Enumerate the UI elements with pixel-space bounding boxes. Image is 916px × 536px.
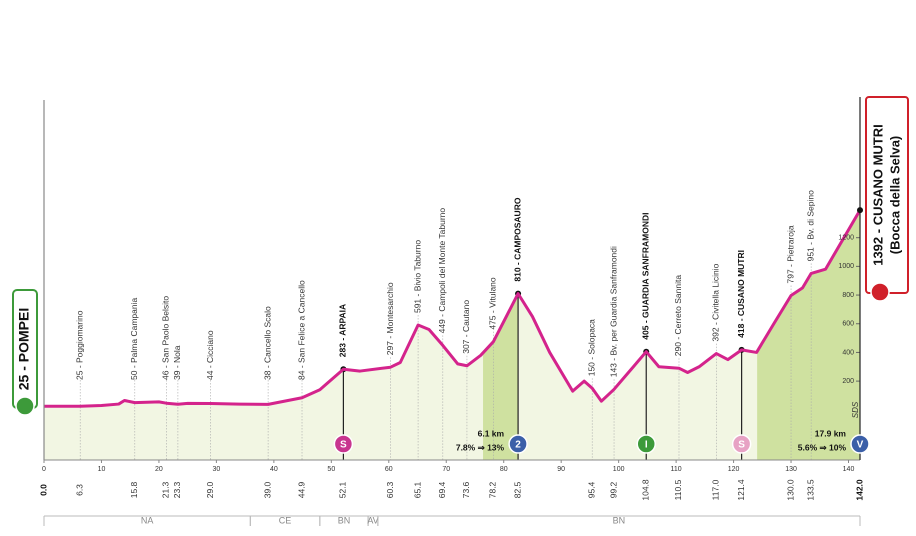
x-tick-label: 100	[613, 466, 625, 473]
profile-area	[44, 210, 860, 460]
km-label: 23.3	[172, 481, 182, 498]
km-label: 15.8	[129, 481, 139, 498]
icon	[508, 434, 528, 454]
start-name: 25 - POMPEI	[16, 308, 32, 390]
waypoint-label: 39 - Nola	[172, 345, 182, 380]
waypoint-label: 449 - Campoli del Monte Taburno	[437, 208, 447, 334]
waypoint-label: 38 - Cancello Scalo	[262, 306, 272, 380]
km-label: 69.4	[437, 481, 447, 498]
waypoint-label: 150 - Solopaca	[586, 319, 596, 376]
icon-symbol: 2	[515, 440, 521, 451]
waypoint-label: 475 - Vitulano	[488, 277, 498, 330]
waypoint-label: 25 - Poggiomarino	[74, 310, 84, 380]
waypoint-label: 307 - Cautano	[461, 300, 471, 354]
y-tick-label: 200	[842, 378, 854, 385]
waypoint-label: 283 - ARPAIA	[338, 304, 348, 357]
climb-area	[483, 293, 519, 460]
waypoint-label: 297 - Montesarchio	[385, 282, 395, 355]
waypoint-label: 418 - CUSANO MUTRI	[736, 250, 746, 338]
waypoint-label: 392 - Civitella Licinio	[711, 263, 721, 341]
region-label: AV	[367, 515, 378, 525]
finish-icon	[870, 282, 890, 302]
x-tick-label: 120	[728, 466, 740, 473]
icon-symbol: I	[645, 440, 648, 451]
finish-subname: (Bocca della Selva)	[887, 136, 902, 255]
km-label: 110.5	[673, 479, 683, 500]
icon	[333, 434, 354, 454]
start-km: 0.0	[38, 484, 48, 496]
climb-length: 17.9 km	[815, 428, 847, 438]
km-label: 130.0	[785, 479, 795, 501]
km-label: 52.1	[338, 481, 348, 498]
region-label: BN	[338, 515, 351, 525]
y-tick-label: 600	[842, 321, 854, 328]
km-label: 44.9	[296, 481, 306, 498]
waypoint-label: 290 - Cerreto Sannita	[673, 275, 683, 357]
waypoint-label: 84 - San Felice a Cancello	[296, 280, 306, 380]
y-tick-label: 1200	[838, 235, 854, 242]
km-label: 65.1	[412, 481, 422, 498]
icon-symbol: S	[738, 440, 745, 451]
climb-gradient: 5.6% ⇒ 10%	[798, 442, 847, 452]
y-tick-label: 800	[842, 292, 854, 299]
x-tick-label: 130	[785, 466, 797, 473]
waypoint-label: 46 - San Paolo Belsito	[161, 296, 171, 380]
icon-symbol: S	[340, 440, 347, 451]
finish-name: 1392 - CUSANO MUTRI	[870, 124, 885, 266]
profile-line	[44, 209, 862, 408]
x-tick-label: 50	[327, 466, 335, 473]
start-icon	[15, 396, 35, 416]
km-label: 78.2	[488, 481, 498, 498]
km-label: 82.5	[512, 481, 522, 498]
finish-km: 142.0	[854, 479, 864, 501]
waypoint-label: 797 - Pietraroja	[785, 225, 795, 283]
x-tick-label: 60	[385, 466, 393, 473]
km-label: 95.4	[586, 481, 596, 498]
sds-label: SDS	[851, 401, 860, 418]
km-label: 117.0	[711, 479, 721, 500]
waypoint-label: 951 - Bv. di Sepino	[805, 190, 815, 261]
km-label: 21.3	[161, 481, 171, 498]
climb-gradient: 7.8% ⇒ 13%	[456, 442, 505, 452]
region-label: BN	[613, 515, 626, 525]
waypoint-label: 50 - Palma Campania	[129, 298, 139, 380]
icon	[850, 434, 870, 454]
region-label: CE	[279, 515, 292, 525]
waypoint-label: 143 - Bv. per Guardia Sanframondi	[608, 246, 618, 377]
climb-length: 6.1 km	[478, 428, 505, 438]
km-label: 133.5	[805, 479, 815, 501]
x-tick-label: 90	[557, 466, 565, 473]
km-label: 99.2	[608, 481, 618, 498]
finish-dot	[857, 207, 863, 214]
km-label: 6.3	[74, 484, 84, 496]
x-tick-label: 0	[42, 466, 46, 473]
x-tick-label: 10	[98, 466, 106, 473]
waypoint-label: 44 - Cicciano	[205, 330, 215, 380]
km-label: 104.8	[640, 479, 650, 501]
km-label: 73.6	[461, 481, 471, 498]
km-label: 121.4	[736, 479, 746, 501]
y-tick-label: 1000	[838, 263, 854, 270]
x-tick-label: 140	[843, 466, 855, 473]
x-tick-label: 80	[500, 466, 508, 473]
km-label: 29.0	[205, 481, 215, 498]
x-tick-label: 20	[155, 466, 163, 473]
climb-area	[757, 210, 860, 460]
x-tick-label: 40	[270, 466, 278, 473]
x-tick-label: 30	[212, 466, 220, 473]
icon	[636, 434, 656, 454]
x-tick-label: 110	[671, 466, 682, 473]
km-label: 39.0	[262, 481, 272, 498]
region-label: NA	[141, 515, 154, 525]
km-label: 60.3	[385, 481, 395, 498]
waypoint-label: 591 - Bivio Taburno	[412, 240, 422, 313]
y-tick-label: 400	[842, 349, 854, 356]
icon	[731, 434, 752, 454]
x-tick-label: 70	[442, 466, 450, 473]
waypoint-label: 405 - GUARDIA SANFRAMONDI	[640, 213, 650, 340]
waypoint-label: 810 - CAMPOSAURO	[512, 197, 522, 281]
icon-symbol: V	[857, 440, 864, 451]
